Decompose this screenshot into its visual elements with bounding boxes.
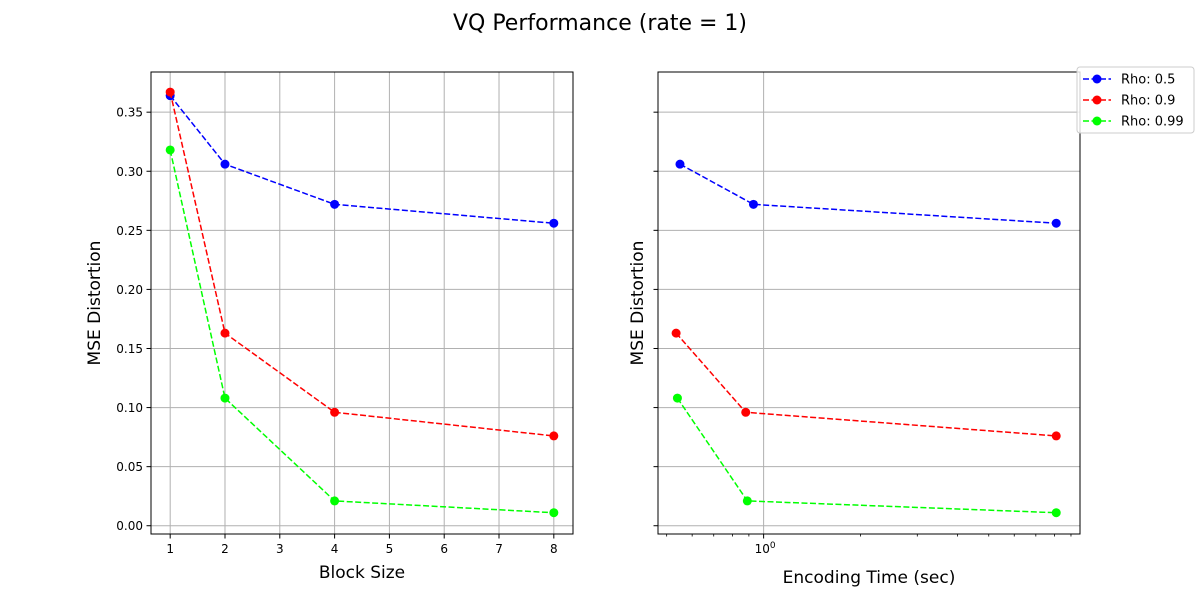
chart-suptitle: VQ Performance (rate = 1) — [453, 11, 747, 36]
data-point-rho-0-9 — [1051, 431, 1061, 441]
right-subplot: 100 Encoding Time (sec) MSE Distortion — [628, 71, 1081, 588]
x-tick-label: 4 — [331, 542, 339, 556]
data-point-rho-0-99 — [1051, 508, 1061, 518]
data-point-rho-0-99 — [220, 393, 230, 403]
legend-frame — [1076, 66, 1195, 134]
legend-marker-rho-0-5 — [1092, 74, 1102, 84]
y-tick-label: 0.10 — [116, 401, 143, 415]
y-tick-label: 0.20 — [116, 283, 143, 297]
x-tick-label: 8 — [550, 542, 558, 556]
data-point-rho-0-99 — [672, 393, 682, 403]
y-tick-label: 0.05 — [116, 460, 143, 474]
legend-label-rho-0-5: Rho: 0.5 — [1121, 73, 1175, 88]
x-axis-label: Block Size — [319, 563, 405, 583]
legend-marker-rho-0-99 — [1092, 116, 1102, 126]
data-point-rho-0-5 — [675, 159, 685, 169]
series-line-rho-0-5 — [169, 95, 554, 224]
x-tick-label: 7 — [495, 542, 503, 556]
data-point-rho-0-99 — [330, 496, 340, 506]
x-tick-label: 3 — [276, 542, 284, 556]
x-tick-label: 5 — [386, 542, 394, 556]
data-point-rho-0-9 — [165, 87, 175, 97]
y-tick-label: 0.25 — [116, 224, 143, 238]
data-point-rho-0-5 — [549, 218, 559, 228]
legend: Rho: 0.5 Rho: 0.9 Rho: 0.99 — [1076, 66, 1195, 134]
x-tick-label: 6 — [440, 542, 448, 556]
data-point-rho-0-5 — [748, 199, 758, 209]
y-tick-label: 0.35 — [116, 106, 143, 120]
y-axis-label: MSE Distortion — [628, 241, 648, 366]
data-point-rho-0-9 — [741, 407, 751, 417]
data-point-rho-0-9 — [330, 407, 340, 417]
data-point-rho-0-5 — [330, 199, 340, 209]
data-point-rho-0-99 — [165, 145, 175, 155]
data-point-rho-0-9 — [549, 431, 559, 441]
data-point-rho-0-99 — [549, 508, 559, 518]
legend-label-rho-0-9: Rho: 0.9 — [1121, 94, 1175, 109]
y-tick-label: 0.30 — [116, 165, 143, 179]
left-subplot: 1 2 3 4 5 6 7 8 0.00 0.05 0.10 0.15 0.20 0.25 0.30 0.35… — [85, 71, 574, 583]
data-point-rho-0-9 — [220, 328, 230, 338]
y-tick-label: 0.00 — [116, 519, 143, 533]
legend-label-rho-0-99: Rho: 0.99 — [1121, 115, 1184, 130]
series-line-rho-0-99 — [676, 397, 1057, 514]
axes-frame — [150, 71, 574, 535]
x-tick-label: 1 — [166, 542, 174, 556]
data-point-rho-0-99 — [742, 496, 752, 506]
axes-frame — [657, 71, 1081, 535]
series-line-rho-0-99 — [169, 149, 554, 514]
series-line-rho-0-9 — [169, 91, 554, 437]
data-point-rho-0-5 — [220, 159, 230, 169]
series-line-rho-0-5 — [679, 163, 1057, 224]
legend-marker-rho-0-9 — [1092, 95, 1102, 105]
x-axis-label: Encoding Time (sec) — [783, 568, 956, 588]
y-tick-label: 0.15 — [116, 342, 143, 356]
x-tick-label: 100 — [755, 541, 776, 556]
x-tick-label: 2 — [221, 542, 229, 556]
y-axis-label: MSE Distortion — [85, 241, 105, 366]
data-point-rho-0-9 — [671, 328, 681, 338]
data-point-rho-0-5 — [1051, 218, 1061, 228]
